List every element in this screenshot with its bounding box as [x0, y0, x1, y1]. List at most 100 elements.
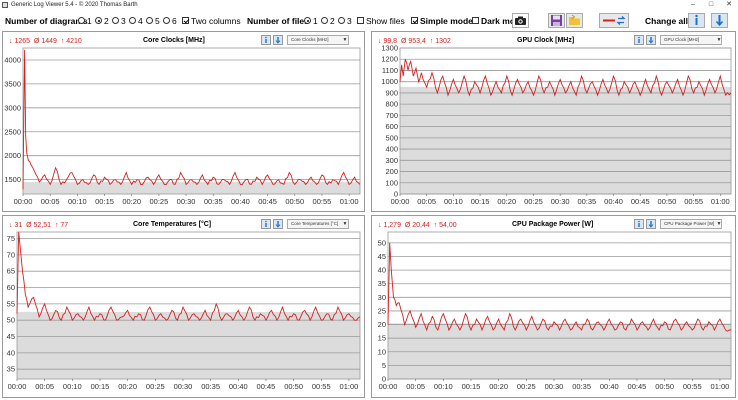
chevron-down-icon[interactable]: ▼: [716, 221, 722, 227]
download-icon: [275, 221, 281, 228]
x-tick-label: 01:00: [711, 197, 730, 206]
x-tick-label: 00:15: [95, 197, 114, 206]
info-icon: [695, 14, 698, 25]
y-tick-label: 200: [385, 167, 398, 176]
two-columns-checkbox[interactable]: [182, 16, 189, 24]
chart-panel-core-temperatures: 35 40 45 50 55 60 65 70 75 00:00 00:05 00:10 00:15 00…: [2, 215, 365, 398]
y-tick-label: 75: [7, 234, 15, 243]
x-tick-label: 00:25: [146, 382, 165, 391]
series-select[interactable]: GPU Clock [MHz]: [660, 35, 722, 45]
x-tick-label: 00:15: [91, 382, 110, 391]
min-arrow-icon: ↓: [9, 38, 15, 45]
diagram-radio-5[interactable]: [146, 17, 153, 24]
y-tick-label: 25: [378, 306, 386, 315]
x-tick-label: 00:35: [577, 197, 596, 206]
x-tick-label: 00:45: [258, 197, 277, 206]
series-select[interactable]: Core Clocks [MHz]: [287, 35, 349, 45]
series-select[interactable]: Core Temperatures [°C]: [287, 219, 349, 229]
x-tick-label: 00:45: [628, 382, 647, 391]
y-tick-label: 4000: [4, 55, 21, 64]
show-files-checkbox[interactable]: [357, 16, 364, 24]
screenshot-button[interactable]: [512, 13, 529, 28]
diagram-option-label: 1: [87, 16, 92, 26]
y-tick-label: 65: [7, 267, 15, 276]
diagram-option-label: 2: [104, 16, 109, 26]
stat-avg: 953,4: [408, 38, 426, 45]
y-tick-label: 700: [385, 111, 398, 120]
y-tick-label: 100: [385, 178, 398, 187]
min-arrow-icon: ↓: [9, 222, 15, 229]
y-tick-label: 50: [378, 238, 386, 247]
file-option-label: 2: [330, 16, 335, 26]
y-tick-label: 0: [394, 190, 398, 199]
download-icon: [715, 15, 724, 27]
diagram-radio-2[interactable]: [95, 17, 102, 24]
y-tick-label: 1500: [4, 175, 21, 184]
info-icon: [265, 36, 267, 43]
chart-download-button[interactable]: [273, 35, 283, 45]
close-button[interactable]: ✕: [726, 1, 732, 8]
chart-panel-gpu-clock: 0 100 200 300 400 500 600 700 800 900 1000 1100 1200…: [371, 31, 736, 212]
info-icon: [638, 36, 640, 43]
diagram-option-label: 4: [138, 16, 143, 26]
diagram-radio-3[interactable]: [112, 17, 119, 24]
y-tick-label: 35: [7, 365, 15, 374]
series-select[interactable]: CPU Package Power [W]: [660, 219, 722, 229]
chart-info-button[interactable]: [634, 35, 644, 45]
y-tick-label: 60: [7, 283, 15, 292]
chart-download-button[interactable]: [273, 219, 283, 229]
chart-info-button[interactable]: [634, 219, 644, 229]
file-radio-3[interactable]: [338, 17, 345, 24]
chevron-down-icon[interactable]: ▼: [716, 37, 722, 43]
y-tick-label: 50: [7, 316, 15, 325]
y-tick-label: 45: [378, 252, 386, 261]
chart-download-button[interactable]: [646, 219, 656, 229]
y-tick-label: 3000: [4, 103, 21, 112]
dark-mode-checkbox[interactable]: [472, 16, 479, 24]
minimize-button[interactable]: –: [691, 1, 695, 8]
x-tick-label: 00:15: [462, 382, 481, 391]
diagram-radio-6[interactable]: [163, 17, 170, 24]
x-tick-label: 00:05: [35, 382, 54, 391]
open-button[interactable]: [566, 13, 583, 28]
maximize-button[interactable]: □: [708, 1, 714, 8]
x-tick-label: 00:25: [517, 382, 536, 391]
download-button[interactable]: [711, 13, 728, 28]
stat-max: 4210: [66, 38, 82, 45]
info-button[interactable]: [688, 13, 705, 28]
max-arrow-icon: ↑: [51, 222, 61, 229]
diagram-radio-4[interactable]: [129, 17, 136, 24]
stat-avg: 52,51: [33, 222, 52, 229]
chart-panel-core-clocks: 1500 2000 2500 3000 3500 4000 00:00 00:05 00:10 0…: [2, 31, 365, 212]
x-tick-label: 00:35: [204, 197, 223, 206]
file-radio-2[interactable]: [321, 17, 328, 24]
y-tick-label: 3500: [4, 79, 21, 88]
x-tick-label: 00:55: [312, 382, 331, 391]
x-tick-label: 00:20: [489, 382, 508, 391]
chart-info-button[interactable]: [261, 35, 271, 45]
chart-info-button[interactable]: [261, 219, 271, 229]
stat-avg: 1449: [41, 38, 57, 45]
max-arrow-icon: ↑: [429, 222, 440, 229]
x-tick-label: 00:00: [8, 382, 27, 391]
file-radio-1[interactable]: [304, 17, 311, 24]
x-tick-label: 00:35: [572, 382, 591, 391]
stats-line: ↓ 99,8 Ø 953,4 ↑ 1302: [378, 38, 451, 45]
y-tick-label: 35: [378, 279, 386, 288]
y-tick-label: 0: [382, 375, 386, 384]
stats-line: ↓ 1265 Ø 1449 ↑ 4210: [9, 38, 82, 45]
stat-max: 1302: [435, 38, 451, 45]
x-tick-label: 00:55: [684, 197, 703, 206]
save-button[interactable]: [548, 13, 565, 28]
chevron-down-icon[interactable]: ▼: [342, 37, 348, 43]
y-tick-label: 800: [385, 100, 398, 109]
x-tick-label: 00:55: [683, 382, 702, 391]
line-style-button[interactable]: [599, 13, 629, 28]
simple-mode-checkbox[interactable]: [411, 16, 418, 24]
diagram-radio-1[interactable]: [78, 17, 85, 24]
chart-download-button[interactable]: [646, 35, 656, 45]
chevron-down-icon[interactable]: ▼: [342, 221, 348, 227]
y-tick-label: 1100: [382, 66, 398, 75]
y-tick-label: 300: [385, 156, 398, 165]
x-tick-label: 00:50: [284, 382, 303, 391]
